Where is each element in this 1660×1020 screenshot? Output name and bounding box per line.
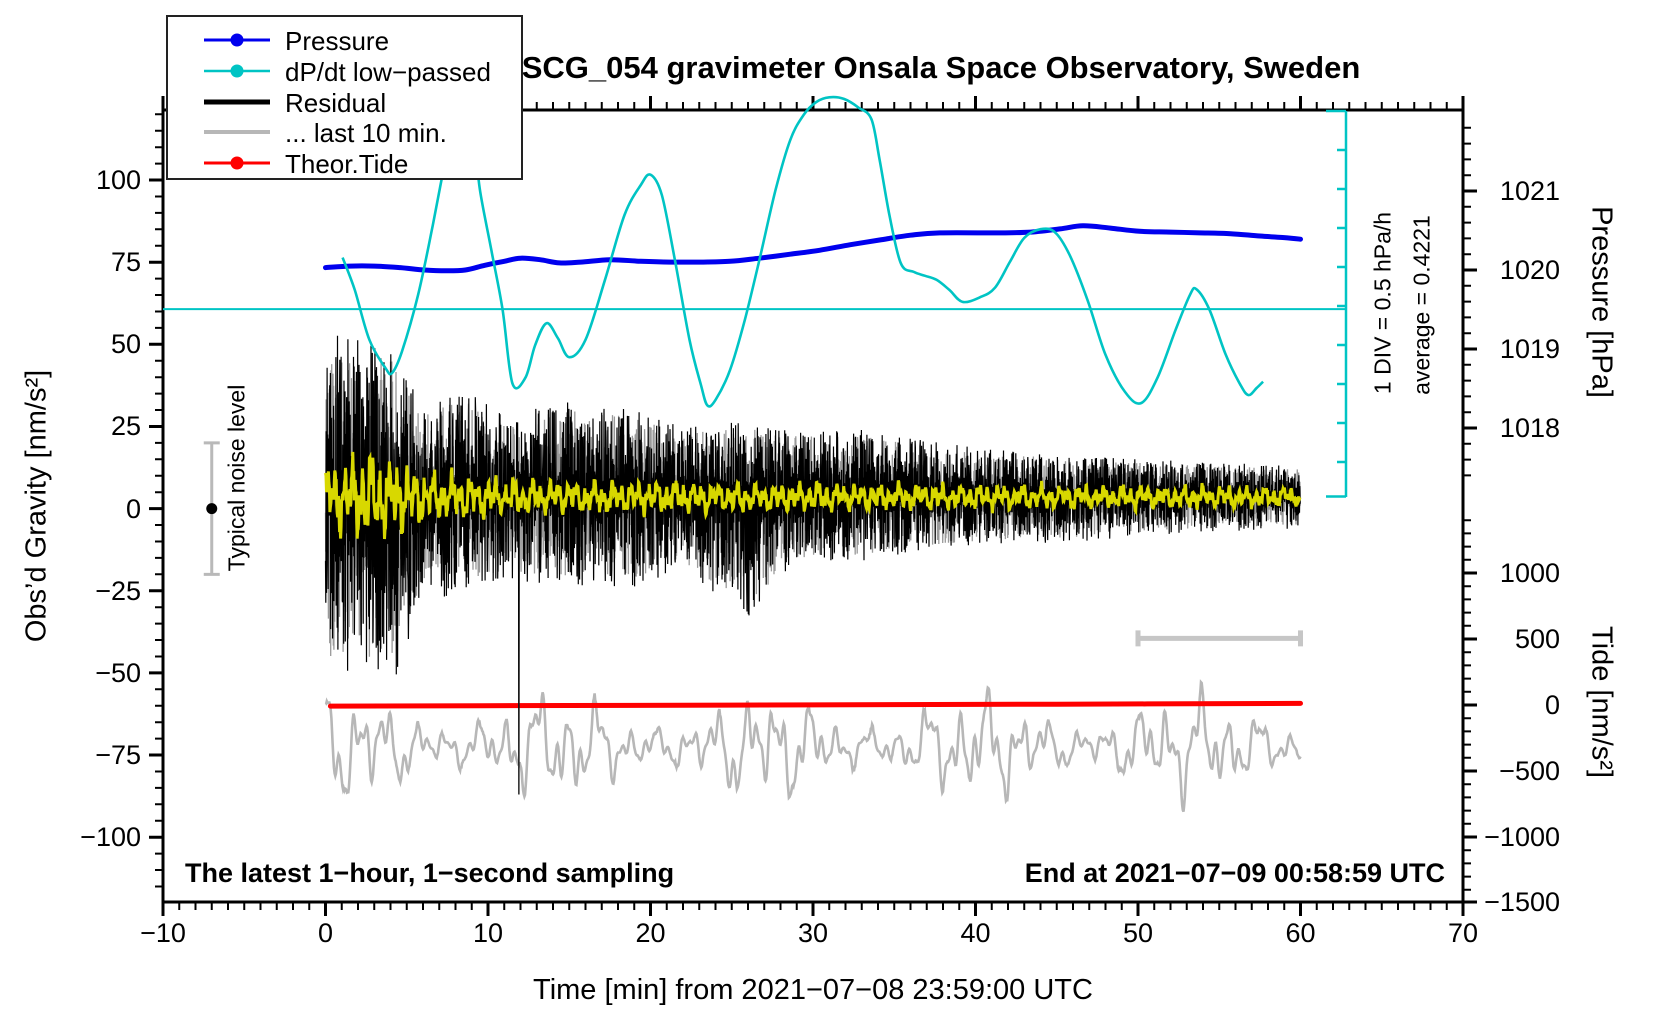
gravity-tick-label: −100 [80, 822, 141, 853]
div-scale-label: 1 DIV = 0.5 hPa/h [1369, 211, 1396, 395]
legend-line-sample [204, 64, 270, 78]
legend-item-residual: Residual [168, 87, 521, 118]
legend-item-dp-dt-low-passed: dP/dt low−passed [168, 56, 521, 87]
tide-axis-title: Tide [nm/s²] [1585, 625, 1618, 779]
major-ticks [149, 96, 1477, 916]
legend-label: ... last 10 min. [285, 118, 447, 148]
gravity-tick-label: 75 [110, 247, 141, 278]
x-tick-label: 70 [1447, 918, 1479, 948]
x-tick-label: 30 [797, 918, 829, 948]
x-axis-title: Time [min] from 2021−07−08 23:59:00 UTC [533, 974, 1093, 1006]
x-tick-label: 50 [1122, 918, 1154, 948]
x-tick-label: −10 [140, 918, 186, 948]
gravity-tick-label: 25 [110, 411, 141, 442]
gravity-tick-label: −25 [95, 575, 141, 606]
pressure-tick-label: 1018 [1499, 413, 1560, 443]
pressure-tick-label: 1021 [1499, 176, 1560, 206]
gravity-tick-label: 0 [125, 493, 141, 524]
y-left-axis-title: Obs’d Gravity [nm/s²] [20, 369, 53, 643]
pressure-tick-label: 1020 [1499, 255, 1560, 285]
legend-line-sample [204, 156, 270, 170]
last10min-trace [324, 679, 1302, 813]
pressure-tick-label: 1019 [1499, 334, 1560, 364]
gravity-tick-label: −75 [95, 740, 141, 771]
tide-tick-label: −1500 [1484, 887, 1560, 917]
legend-line-sample [204, 33, 270, 47]
legend-item-theor-tide: Theor.Tide [168, 148, 521, 179]
legend-label: dP/dt low−passed [285, 57, 491, 87]
tide-tick-label: 1000 [1499, 558, 1560, 588]
tide-tick-label: 500 [1514, 624, 1560, 654]
pressure-line [323, 223, 1303, 274]
end-note: End at 2021−07−09 00:58:59 UTC [1024, 858, 1445, 888]
legend-line-sample [204, 130, 270, 134]
tide-tick-label: 0 [1544, 690, 1560, 720]
x-tick-label: 10 [472, 918, 504, 948]
theor-tide-line [327, 700, 1303, 709]
legend-label: Theor.Tide [285, 149, 409, 179]
legend-item-last-10-min: ... last 10 min. [168, 117, 521, 148]
chart-title: SCG_054 gravimeter Onsala Space Observat… [521, 50, 1361, 85]
legend-label: Pressure [285, 26, 390, 56]
noise-level-dot [206, 503, 218, 515]
tide-tick-label: −500 [1499, 756, 1560, 786]
residual-trace [324, 335, 1301, 795]
x-tick-label: 60 [1285, 918, 1316, 948]
legend-box: Pressure dP/dt low−passed Residual... last… [166, 15, 523, 180]
gravity-tick-label: 50 [110, 329, 141, 360]
x-tick-label: 20 [635, 918, 666, 948]
sampling-note: The latest 1−hour, 1−second sampling [185, 858, 675, 888]
gravity-tick-label: 100 [95, 165, 141, 196]
x-tick-label: 40 [960, 918, 991, 948]
legend-line-sample [204, 99, 270, 105]
legend-label: Residual [285, 88, 387, 118]
noise-level-label: Typical noise level [223, 384, 250, 572]
last10-scalebar [1135, 630, 1303, 647]
x-tick-label: 0 [317, 918, 334, 948]
legend-item-pressure: Pressure [168, 25, 521, 56]
tide-tick-label: −1000 [1484, 822, 1560, 852]
pressure-axis-title: Pressure [hPa] [1585, 206, 1618, 398]
average-label: average = 0.4221 [1408, 215, 1435, 395]
dpdt-div-scalebar [1326, 109, 1348, 498]
residual-smoothed-trace [324, 451, 1302, 540]
gravity-tick-label: −50 [95, 657, 141, 688]
